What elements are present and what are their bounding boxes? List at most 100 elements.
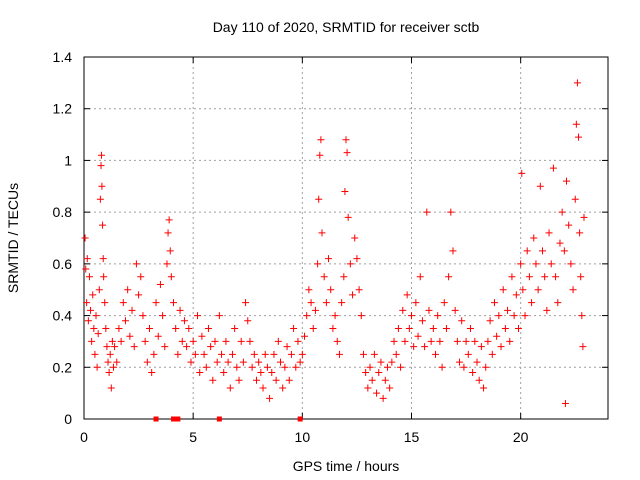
data-point bbox=[259, 384, 267, 392]
data-point bbox=[97, 162, 105, 170]
data-point bbox=[139, 312, 147, 320]
y-tick-label: 1.4 bbox=[53, 49, 73, 65]
data-point bbox=[290, 325, 298, 332]
data-point bbox=[351, 234, 359, 242]
data-point bbox=[90, 325, 98, 332]
data-point bbox=[565, 221, 573, 229]
x-tick-label: 15 bbox=[404, 429, 420, 445]
data-point bbox=[362, 368, 370, 376]
data-point bbox=[81, 234, 89, 242]
data-point bbox=[342, 136, 350, 144]
data-point bbox=[231, 325, 239, 332]
data-point bbox=[364, 384, 372, 392]
data-point bbox=[325, 255, 333, 263]
data-point bbox=[161, 343, 169, 351]
y-tick-label: 1 bbox=[64, 152, 72, 168]
data-point bbox=[95, 286, 103, 294]
data-point bbox=[159, 312, 167, 320]
data-point bbox=[331, 312, 339, 320]
data-point bbox=[569, 286, 577, 294]
data-point bbox=[436, 337, 444, 345]
y-axis-label: SRMTID / TECUs bbox=[5, 183, 21, 293]
data-point bbox=[506, 337, 514, 345]
data-point bbox=[92, 312, 100, 320]
data-point bbox=[517, 260, 525, 268]
data-point bbox=[204, 325, 212, 332]
data-point bbox=[143, 358, 151, 366]
data-point bbox=[567, 260, 575, 268]
data-point bbox=[471, 337, 479, 345]
data-point bbox=[447, 208, 455, 216]
data-point bbox=[573, 79, 581, 87]
y-tick-label: 0.8 bbox=[53, 204, 73, 220]
data-point bbox=[394, 325, 402, 332]
data-point bbox=[440, 299, 448, 307]
data-point bbox=[106, 350, 114, 358]
data-point bbox=[109, 363, 117, 371]
data-point bbox=[349, 291, 357, 299]
data-point bbox=[449, 247, 457, 255]
data-point bbox=[183, 343, 191, 351]
data-point bbox=[434, 312, 442, 320]
data-point bbox=[373, 389, 381, 397]
y-tick-label: 0.6 bbox=[53, 256, 73, 272]
data-point bbox=[211, 337, 219, 345]
x-tick-label: 10 bbox=[295, 429, 311, 445]
data-point bbox=[525, 273, 533, 281]
data-point bbox=[410, 343, 418, 351]
data-points bbox=[81, 79, 588, 422]
data-point bbox=[263, 363, 271, 371]
data-point bbox=[180, 317, 188, 325]
data-point bbox=[255, 358, 263, 366]
data-point bbox=[167, 273, 175, 281]
data-point bbox=[488, 350, 496, 358]
data-point bbox=[318, 229, 326, 237]
data-point bbox=[89, 291, 97, 299]
data-point bbox=[530, 234, 538, 242]
data-point bbox=[486, 317, 494, 325]
data-point bbox=[164, 229, 172, 237]
data-point bbox=[257, 368, 265, 376]
data-point bbox=[170, 299, 178, 307]
data-point bbox=[107, 384, 115, 392]
data-point bbox=[298, 350, 306, 358]
data-point bbox=[576, 229, 584, 237]
data-point bbox=[287, 350, 295, 358]
data-point bbox=[490, 299, 498, 307]
data-point bbox=[124, 286, 132, 294]
data-point bbox=[165, 216, 173, 224]
data-point bbox=[578, 312, 586, 320]
data-point bbox=[94, 330, 102, 338]
data-point bbox=[274, 337, 282, 345]
data-point bbox=[497, 343, 505, 351]
data-point bbox=[108, 337, 116, 345]
data-point bbox=[368, 376, 376, 384]
data-point bbox=[370, 350, 378, 358]
data-point bbox=[403, 291, 411, 299]
data-point bbox=[250, 350, 258, 358]
data-point bbox=[421, 343, 429, 351]
data-point bbox=[242, 299, 250, 307]
data-point bbox=[543, 306, 551, 314]
data-point bbox=[272, 376, 280, 384]
data-point bbox=[200, 350, 208, 358]
data-point bbox=[343, 149, 351, 157]
data-point bbox=[577, 273, 585, 281]
data-point bbox=[501, 325, 509, 332]
data-point bbox=[423, 208, 431, 216]
data-point bbox=[88, 337, 96, 345]
baseline-marker bbox=[171, 416, 177, 422]
data-point bbox=[340, 273, 348, 281]
data-point bbox=[198, 332, 206, 340]
data-point bbox=[268, 368, 276, 376]
data-point bbox=[561, 399, 569, 407]
baseline-marker bbox=[297, 416, 303, 422]
data-point bbox=[346, 260, 354, 268]
data-point bbox=[174, 350, 182, 358]
axis-ticks: 0 0.2 0.4 0.6 0.8 1 1.2 1.4 0 5 10 15 20 bbox=[53, 49, 608, 445]
data-point bbox=[401, 337, 409, 345]
data-point bbox=[580, 213, 588, 221]
data-point bbox=[84, 317, 92, 325]
data-point bbox=[239, 358, 247, 366]
data-point bbox=[390, 337, 398, 345]
